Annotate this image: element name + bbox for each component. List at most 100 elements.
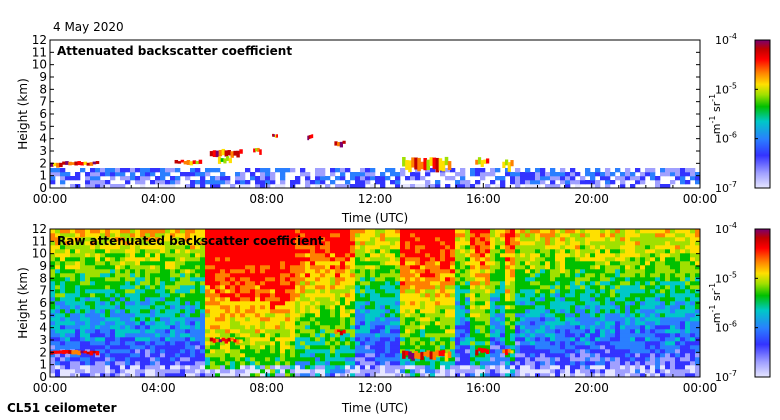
heat-cell <box>550 281 556 286</box>
heat-cell <box>485 373 491 378</box>
heat-cell <box>575 277 581 282</box>
heat-cell <box>485 321 491 326</box>
heat-cell <box>220 245 226 250</box>
heat-cell <box>450 233 456 238</box>
heat-cell <box>470 285 476 290</box>
heat-cell <box>60 241 66 246</box>
heat-cell <box>550 229 556 234</box>
heat-cell <box>465 305 471 310</box>
heat-cell <box>525 337 531 342</box>
heat-cell <box>580 285 586 290</box>
heat-cell <box>95 293 101 298</box>
heat-cell <box>145 325 151 330</box>
heat-cell <box>295 309 301 314</box>
heat-cell <box>395 341 401 346</box>
heat-cell <box>550 373 556 378</box>
heat-cell <box>60 309 66 314</box>
heat-cell <box>455 237 461 242</box>
heat-cell <box>515 369 521 374</box>
heat-cell <box>230 261 236 266</box>
heat-cell <box>465 237 471 242</box>
heat-cell <box>210 305 216 310</box>
heat-cell <box>120 237 126 242</box>
heat-cell <box>115 261 121 266</box>
heat-cell <box>410 289 416 294</box>
heat-cell <box>210 349 216 354</box>
heat-cell <box>165 321 171 326</box>
heat-cell <box>530 233 536 238</box>
heat-cell <box>410 333 416 338</box>
heat-cell <box>610 373 616 378</box>
heat-cell <box>290 365 296 370</box>
heat-cell <box>380 273 386 278</box>
heat-cell <box>345 341 351 346</box>
heat-cell <box>335 257 341 262</box>
heat-cell <box>420 233 426 238</box>
heat-cell <box>485 245 491 250</box>
heat-cell <box>130 265 136 270</box>
heat-cell <box>170 289 176 294</box>
heat-cell <box>340 237 346 242</box>
heat-cell <box>400 305 406 310</box>
heat-cell <box>270 337 276 342</box>
heat-cell <box>515 257 521 262</box>
heat-cell <box>135 365 141 370</box>
heat-cell <box>580 241 586 246</box>
heat-cell <box>160 265 166 270</box>
heat-cell <box>330 333 336 338</box>
heat-cell <box>635 297 641 302</box>
heat-cell <box>625 345 631 350</box>
heat-cell <box>190 317 196 322</box>
heat-cell <box>125 349 131 354</box>
heat-cell <box>610 357 616 362</box>
heat-cell <box>165 301 171 306</box>
cloud-layer-cell <box>236 150 240 158</box>
heat-cell <box>520 341 526 346</box>
heat-cell <box>465 285 471 290</box>
heat-cell <box>595 265 601 270</box>
heat-cell <box>510 361 516 366</box>
heat-cell <box>460 253 466 258</box>
heat-cell <box>255 277 261 282</box>
heat-cell <box>75 253 81 258</box>
heat-cell <box>455 333 461 338</box>
heat-cell <box>500 249 506 254</box>
heat-cell <box>220 325 226 330</box>
heat-cell <box>295 289 301 294</box>
heat-cell <box>260 269 266 274</box>
heat-cell <box>335 305 341 310</box>
heat-cell <box>225 257 231 262</box>
heat-cell <box>510 301 516 306</box>
heat-cell <box>545 357 551 362</box>
heat-cell <box>95 253 101 258</box>
heat-cell <box>450 269 456 274</box>
heat-cell <box>260 325 266 330</box>
heat-cell <box>280 277 286 282</box>
heat-cell <box>315 345 321 350</box>
heat-cell <box>450 329 456 334</box>
heat-cell <box>475 277 481 282</box>
heat-cell <box>480 168 486 173</box>
heat-cell <box>110 301 116 306</box>
heat-cell <box>350 285 356 290</box>
heat-cell <box>340 229 346 234</box>
heat-cell <box>625 361 631 366</box>
heat-cell <box>385 297 391 302</box>
heat-cell <box>485 289 491 294</box>
heat-cell <box>285 297 291 302</box>
heat-cell <box>570 325 576 330</box>
cloud-layer-cell <box>414 157 418 170</box>
heat-cell <box>305 285 311 290</box>
heat-cell <box>475 337 481 342</box>
heat-cell <box>410 261 416 266</box>
heat-cell <box>175 353 181 358</box>
heat-cell <box>405 341 411 346</box>
heat-cell <box>395 365 401 370</box>
heat-cell <box>525 249 531 254</box>
heat-cell <box>130 168 136 173</box>
heat-cell <box>510 321 516 326</box>
heat-cell <box>530 369 536 374</box>
heat-cell <box>585 269 591 274</box>
heat-cell <box>335 341 341 346</box>
